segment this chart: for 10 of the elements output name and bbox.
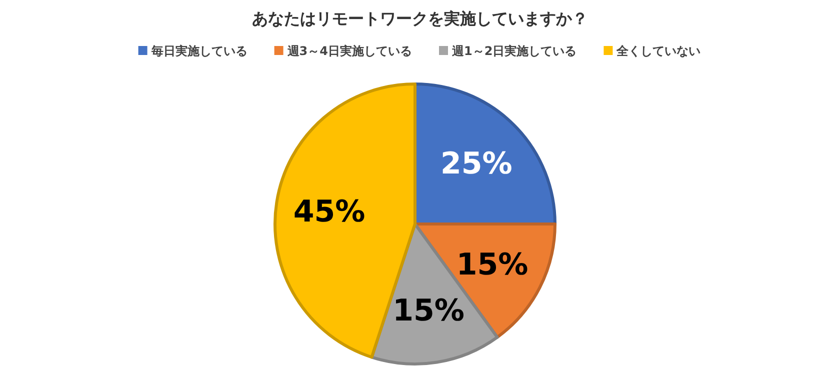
- data-label: 15%: [456, 247, 528, 282]
- legend-label: 毎日実施している: [150, 44, 248, 58]
- legend-label: 週1～2日実施している: [451, 44, 577, 58]
- data-label: 45%: [293, 194, 366, 230]
- data-label: 25%: [440, 146, 512, 182]
- legend-label: 週3～4日実施している: [286, 44, 412, 58]
- legend-label: 全くしていない: [616, 44, 701, 58]
- pie-slice: [414, 82, 556, 226]
- chart-title: あなたはリモートワークを実施していますか？: [252, 9, 588, 28]
- data-label: 15%: [392, 294, 464, 329]
